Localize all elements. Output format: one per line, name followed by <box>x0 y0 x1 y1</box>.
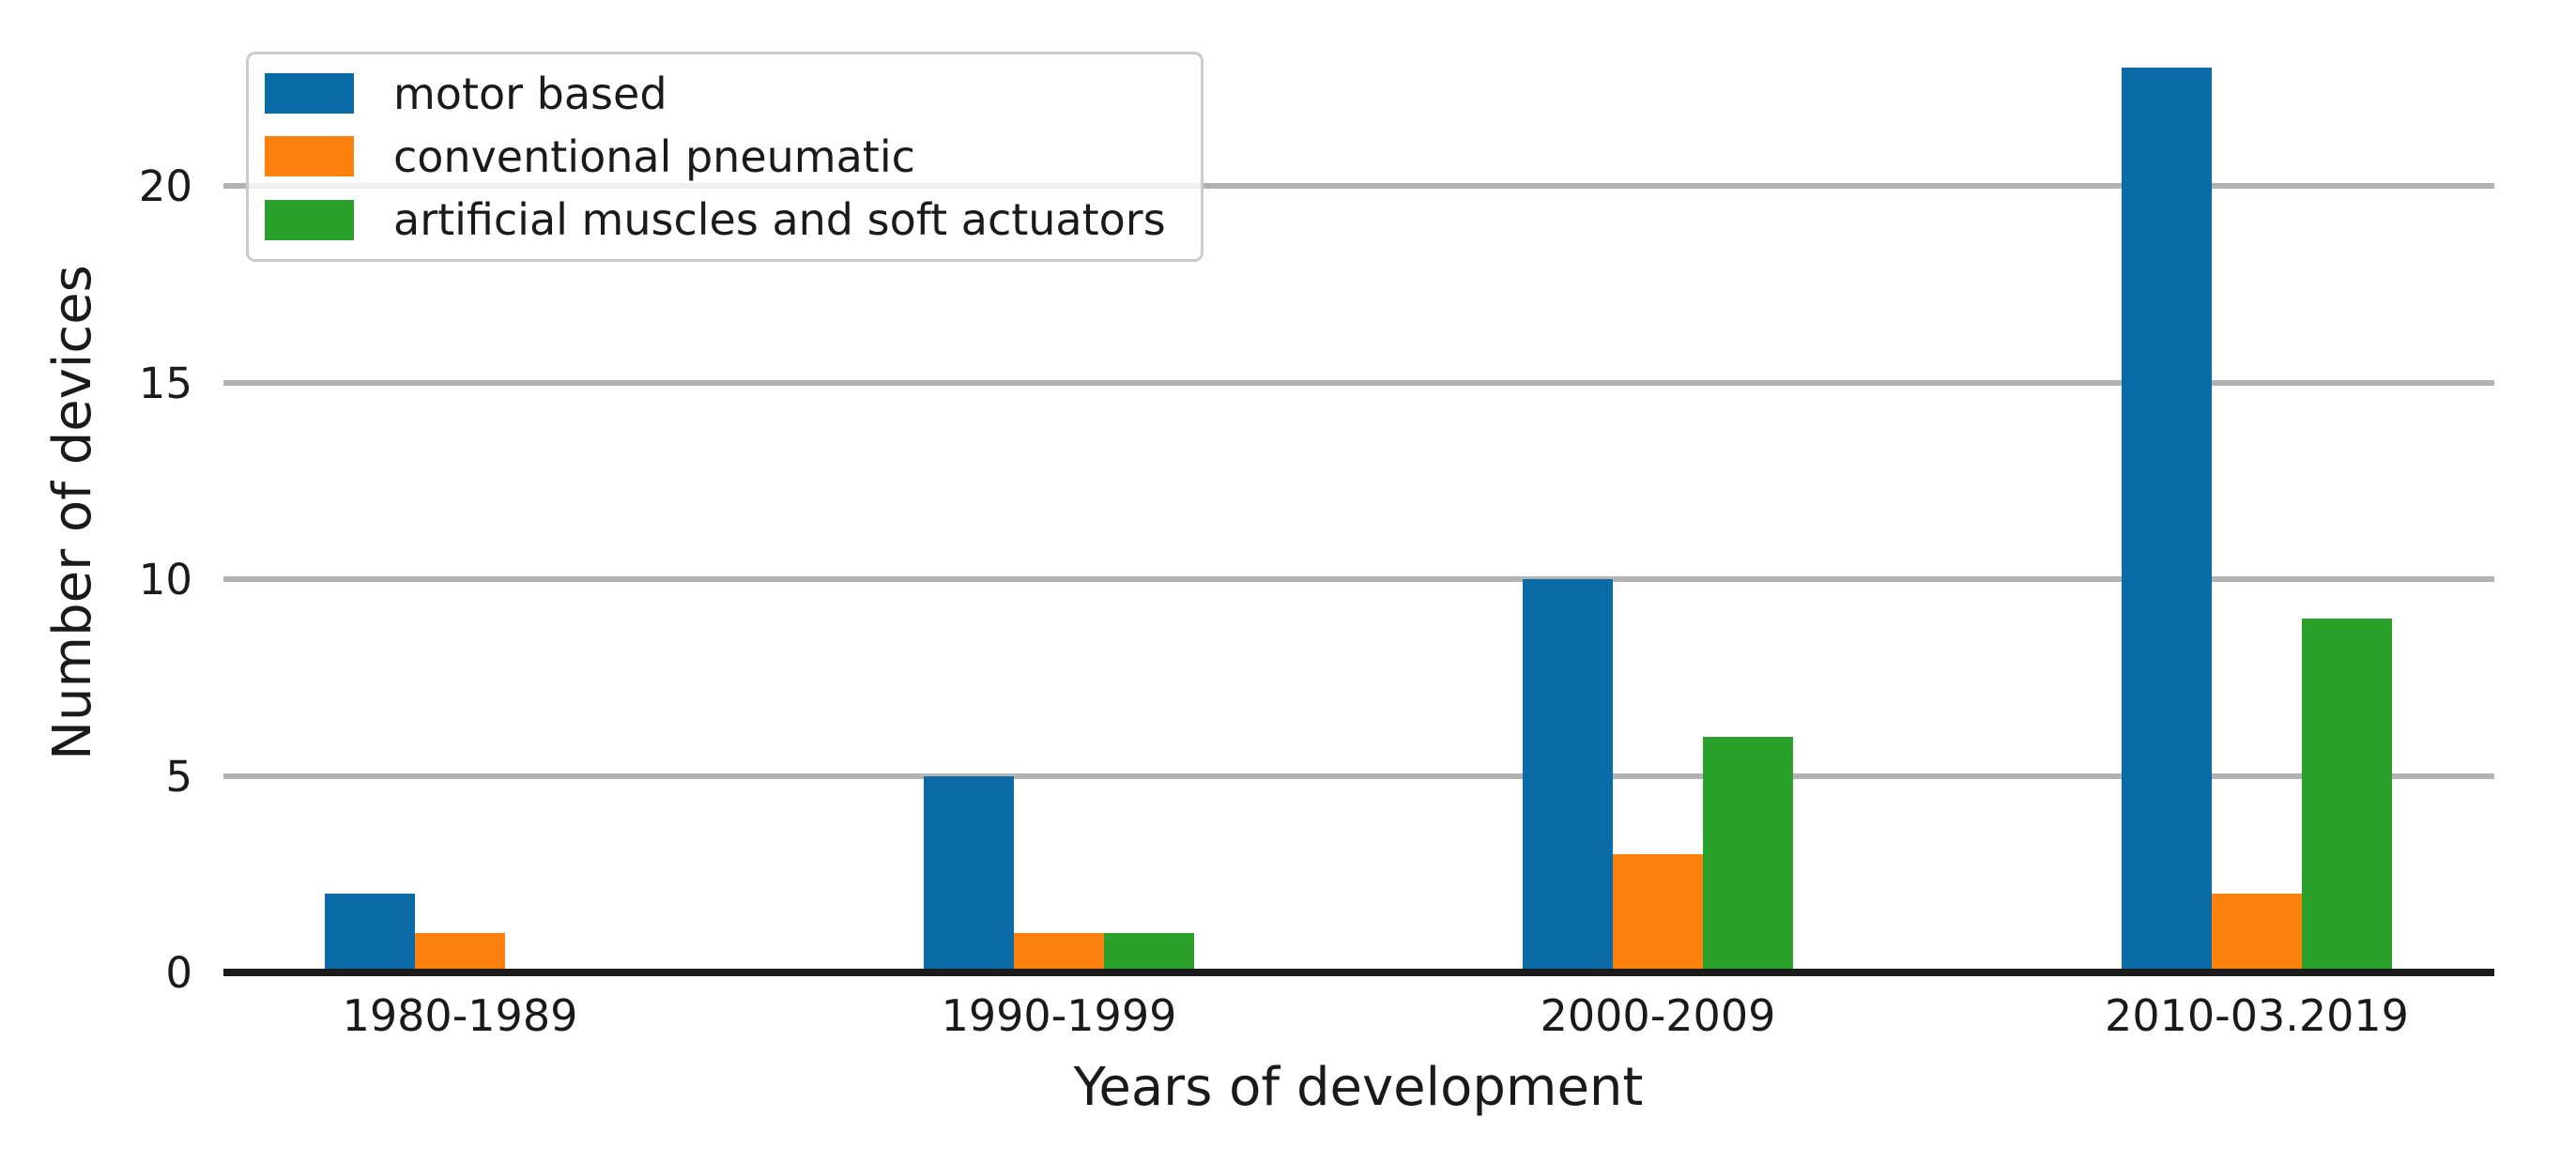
xtick-label-1980-1989: 1980-1989 <box>342 990 578 1041</box>
gridline-5 <box>223 773 2494 779</box>
legend-item-artificial-muscles-and-soft-actuators: artificial muscles and soft actuators <box>265 195 1201 244</box>
legend-swatch-motor-based <box>265 73 354 115</box>
xtick-label-2000-2009: 2000-2009 <box>1540 990 1776 1041</box>
bar-motor-based-1990-1999 <box>924 775 1014 972</box>
ytick-label-0: 0 <box>165 948 192 998</box>
ytick-label-10: 10 <box>138 555 192 604</box>
bar-conventional-pneumatic-1990-1999 <box>1014 933 1104 972</box>
ytick-label-20: 20 <box>138 161 192 211</box>
bar-motor-based-2010-03-2019 <box>2122 68 2212 972</box>
legend-label: conventional pneumatic <box>393 130 915 182</box>
legend-swatch-artificial-muscles-and-soft-actuators <box>265 199 354 240</box>
ytick-label-15: 15 <box>138 358 192 408</box>
legend-swatch-conventional-pneumatic <box>265 136 354 177</box>
gridline-10 <box>223 576 2494 582</box>
bar-conventional-pneumatic-2000-2009 <box>1613 854 1703 972</box>
legend-item-conventional-pneumatic: conventional pneumatic <box>265 132 1201 181</box>
bar-conventional-pneumatic-1980-1989 <box>415 933 505 972</box>
legend-label: artificial muscles and soft actuators <box>393 194 1166 246</box>
ytick-label-5: 5 <box>165 751 192 802</box>
bar-motor-based-2000-2009 <box>1523 579 1613 972</box>
bar-artificial-muscles-and-soft-actuators-2010-03-2019 <box>2302 618 2392 972</box>
bar-conventional-pneumatic-2010-03-2019 <box>2212 894 2302 972</box>
xtick-label-1990-1999: 1990-1999 <box>941 990 1177 1041</box>
y-axis-title: Number of devices <box>42 265 103 760</box>
xtick-label-2010-03-2019: 2010-03.2019 <box>2105 990 2409 1041</box>
x-axis-title: Years of development <box>1073 1057 1644 1118</box>
legend-label: motor based <box>393 68 667 119</box>
gridline-15 <box>223 379 2494 386</box>
x-axis-line <box>223 969 2494 976</box>
bar-motor-based-1980-1989 <box>325 894 415 972</box>
legend: motor based conventional pneumatic artif… <box>246 52 1204 262</box>
legend-item-motor-based: motor based <box>265 69 1201 118</box>
bar-artificial-muscles-and-soft-actuators-2000-2009 <box>1703 736 1793 972</box>
gridline-20 <box>223 183 2494 189</box>
bar-artificial-muscles-and-soft-actuators-1990-1999 <box>1104 933 1194 972</box>
